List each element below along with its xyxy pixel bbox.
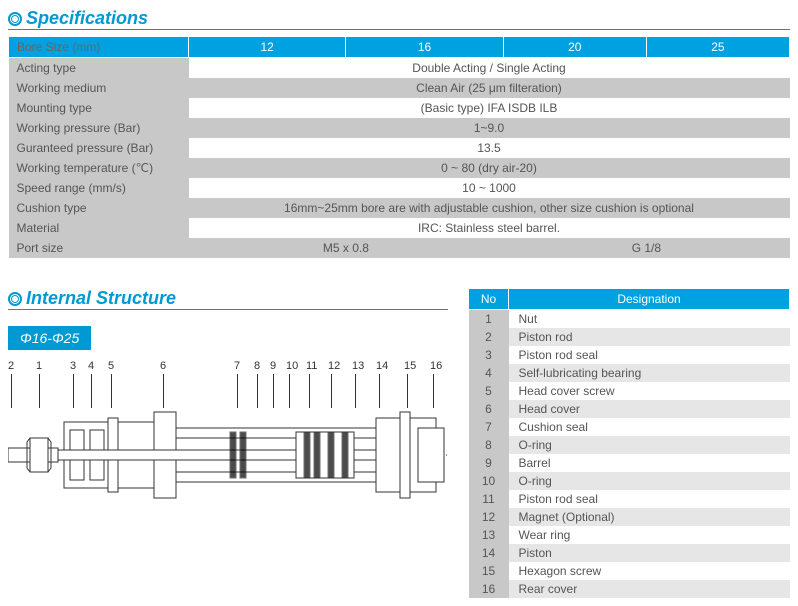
spec-title: Specifications	[26, 8, 148, 29]
callout-8: 8	[254, 360, 260, 372]
spec-row-label: Working temperature (℃)	[9, 158, 189, 178]
ring-icon	[8, 12, 22, 26]
callout-11: 11	[306, 360, 317, 372]
callout-14: 14	[376, 360, 388, 372]
callout-16: 16	[430, 360, 442, 372]
part-designation: Head cover	[509, 400, 790, 418]
callout-4: 4	[88, 360, 94, 372]
part-no: 5	[469, 382, 509, 400]
spec-row-value: Double Acting / Single Acting	[189, 58, 790, 79]
internal-title: Internal Structure	[26, 288, 176, 309]
callout-13: 13	[352, 360, 364, 372]
spec-row-value: (Basic type) IFA ISDB ILB	[189, 98, 790, 118]
ring-icon	[8, 292, 22, 306]
part-designation: Piston rod seal	[509, 346, 790, 364]
spec-row-label: Port size	[9, 238, 189, 258]
spec-row-label: Speed range (mm/s)	[9, 178, 189, 198]
part-designation: Hexagon screw	[509, 562, 790, 580]
spec-row-label: Working medium	[9, 78, 189, 98]
part-no: 10	[469, 472, 509, 490]
part-no: 15	[469, 562, 509, 580]
callout-12: 12	[328, 360, 340, 372]
part-no: 12	[469, 508, 509, 526]
spec-row-label: Mounting type	[9, 98, 189, 118]
part-designation: Cushion seal	[509, 418, 790, 436]
spec-row-label: Cushion type	[9, 198, 189, 218]
callout-6: 6	[160, 360, 166, 372]
part-designation: Magnet (Optional)	[509, 508, 790, 526]
part-designation: Nut	[509, 310, 790, 329]
parts-table: No Designation 1Nut2Piston rod3Piston ro…	[468, 288, 790, 598]
spec-row-value: 16mm~25mm bore are with adjustable cushi…	[189, 198, 790, 218]
part-no: 13	[469, 526, 509, 544]
spec-col-label: Bore Size (mm)	[9, 37, 189, 58]
callout-1: 1	[36, 360, 42, 372]
part-no: 16	[469, 580, 509, 598]
part-no: 11	[469, 490, 509, 508]
part-designation: Head cover screw	[509, 382, 790, 400]
spec-row-value: G 1/8	[503, 238, 789, 258]
callout-3: 3	[70, 360, 76, 372]
parts-col-no: No	[469, 289, 509, 310]
spec-row-label: Working pressure (Bar)	[9, 118, 189, 138]
part-no: 8	[469, 436, 509, 454]
part-no: 14	[469, 544, 509, 562]
spec-col-2: 20	[503, 37, 646, 58]
spec-row-value: Clean Air (25 μm filteration)	[189, 78, 790, 98]
callout-7: 7	[234, 360, 240, 372]
size-badge: Φ16-Φ25	[8, 326, 91, 350]
spec-col-1: 16	[346, 37, 503, 58]
callout-10: 10	[286, 360, 298, 372]
part-designation: Barrel	[509, 454, 790, 472]
spec-row-value: 0 ~ 80 (dry air-20)	[189, 158, 790, 178]
callout-15: 15	[404, 360, 416, 372]
part-designation: O-ring	[509, 436, 790, 454]
spec-row-value: 10 ~ 1000	[189, 178, 790, 198]
part-designation: Rear cover	[509, 580, 790, 598]
part-no: 7	[469, 418, 509, 436]
part-no: 6	[469, 400, 509, 418]
part-designation: Piston	[509, 544, 790, 562]
part-no: 1	[469, 310, 509, 329]
spec-row-value: 1~9.0	[189, 118, 790, 138]
callout-5: 5	[108, 360, 114, 372]
spec-row-value: 13.5	[189, 138, 790, 158]
spec-row-label: Guranteed pressure (Bar)	[9, 138, 189, 158]
part-designation: O-ring	[509, 472, 790, 490]
part-designation: Self-lubricating bearing	[509, 364, 790, 382]
part-no: 9	[469, 454, 509, 472]
callout-9: 9	[270, 360, 276, 372]
cylinder-diagram: 21345678910111213141516	[8, 360, 448, 540]
parts-col-des: Designation	[509, 289, 790, 310]
part-designation: Piston rod	[509, 328, 790, 346]
spec-row-label: Acting type	[9, 58, 189, 79]
spec-table: Bore Size (mm)12162025 Acting typeDouble…	[8, 36, 790, 258]
part-designation: Piston rod seal	[509, 490, 790, 508]
spec-row-value: IRC: Stainless steel barrel.	[189, 218, 790, 238]
spec-row-value: M5 x 0.8	[189, 238, 504, 258]
part-no: 2	[469, 328, 509, 346]
spec-header: Specifications	[8, 8, 790, 30]
spec-row-label: Material	[9, 218, 189, 238]
callout-2: 2	[8, 360, 14, 372]
diagram-svg	[8, 360, 448, 530]
part-no: 4	[469, 364, 509, 382]
part-designation: Wear ring	[509, 526, 790, 544]
spec-col-3: 25	[646, 37, 789, 58]
internal-header: Internal Structure	[8, 288, 448, 310]
part-no: 3	[469, 346, 509, 364]
spec-col-0: 12	[189, 37, 346, 58]
